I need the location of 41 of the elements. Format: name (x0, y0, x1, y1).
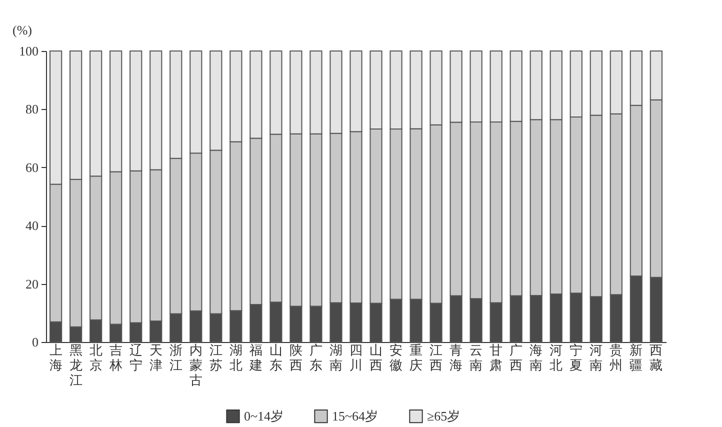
x-tick-label: 四川 (350, 342, 362, 372)
y-axis-title: (%) (12, 22, 32, 38)
x-tick-label: 江西 (430, 342, 443, 372)
x-tick-label: 重庆 (410, 342, 423, 372)
x-tick-label: 湖南 (329, 342, 342, 372)
x-tick-label: 新疆 (630, 342, 643, 372)
x-tick-label: 北京 (89, 342, 102, 372)
y-tick-label: 40 (26, 218, 38, 234)
x-tick-label: 海南 (530, 342, 543, 372)
x-tick-label: 宁夏 (570, 342, 583, 372)
y-tick-label: 60 (26, 160, 38, 175)
x-tick-label: 浙江 (169, 342, 182, 372)
x-tick-label: 福建 (248, 342, 262, 372)
legend-label: ≥65岁 (427, 408, 460, 424)
x-tick-label: 云南 (470, 342, 483, 372)
x-tick-label: 广西 (510, 342, 523, 372)
x-tick-label: 广东 (309, 342, 322, 372)
x-tick-label: 辽宁 (129, 342, 142, 372)
x-tick-label: 西藏 (650, 342, 663, 372)
x-tick-label: 内蒙古 (189, 342, 202, 388)
x-tick-label: 河南 (590, 342, 603, 372)
x-tick-label: 陕西 (289, 342, 302, 372)
x-tick-label: 山东 (269, 342, 282, 372)
y-tick-label: 0 (32, 334, 38, 350)
x-tick-label: 江苏 (209, 342, 222, 372)
y-tick-label: 20 (26, 276, 38, 292)
x-tick-label: 上海 (49, 342, 62, 372)
legend-label: 15~64岁 (332, 408, 378, 424)
x-tick-label: 山西 (370, 342, 383, 372)
x-tick-label: 甘肃 (490, 342, 503, 372)
x-tick-label: 吉林 (108, 342, 122, 372)
x-tick-label: 贵州 (610, 342, 623, 372)
x-tick-label: 青海 (450, 342, 463, 372)
y-tick-label: 80 (26, 102, 38, 117)
x-tick-label: 湖北 (229, 342, 242, 372)
x-tick-label: 天津 (149, 342, 162, 372)
y-tick-label: 100 (19, 44, 38, 58)
x-tick-label: 黑龙江 (69, 342, 82, 388)
legend-label: 0~14岁 (244, 408, 284, 424)
x-tick-label: 安徽 (390, 342, 403, 372)
x-tick-label: 河北 (550, 342, 563, 372)
